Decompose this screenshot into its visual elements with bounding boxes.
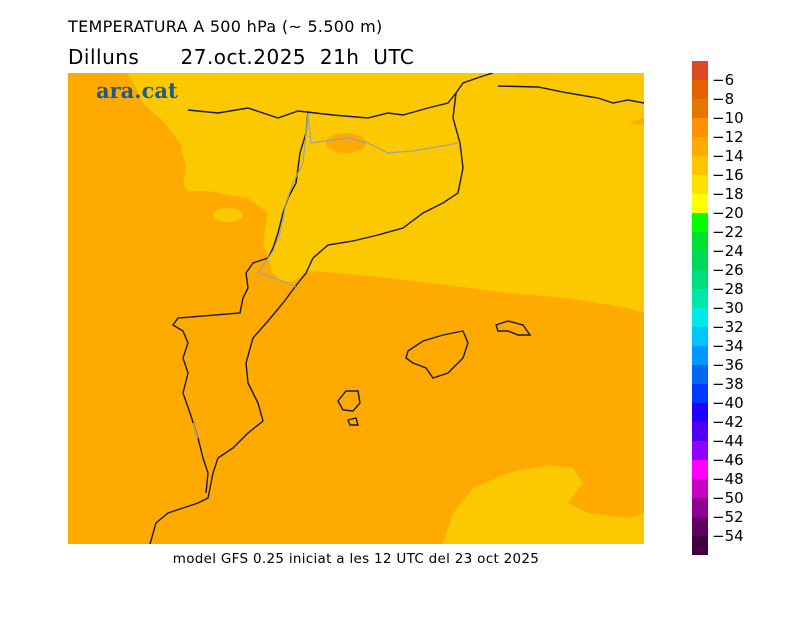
legend-label: −36 bbox=[712, 356, 744, 374]
legend-swatch bbox=[692, 175, 708, 194]
legend-swatch bbox=[692, 460, 708, 479]
yellow-region-south bbox=[443, 465, 644, 544]
yellow-region-north bbox=[128, 73, 644, 313]
legend-swatch bbox=[692, 479, 708, 498]
legend-label: −48 bbox=[712, 470, 744, 488]
legend-label: −28 bbox=[712, 280, 744, 298]
legend-swatch bbox=[692, 156, 708, 175]
legend-label: −38 bbox=[712, 375, 744, 393]
legend-swatch bbox=[692, 232, 708, 251]
legend-swatch bbox=[692, 536, 708, 555]
legend-swatch bbox=[692, 118, 708, 137]
legend-swatch bbox=[692, 99, 708, 118]
coastlines bbox=[149, 73, 644, 544]
borders bbox=[192, 112, 459, 439]
legend-label: −12 bbox=[712, 128, 744, 146]
legend-swatch bbox=[692, 498, 708, 517]
legend-swatch bbox=[692, 422, 708, 441]
legend-swatch bbox=[692, 308, 708, 327]
legend-swatch bbox=[692, 327, 708, 346]
legend-swatch bbox=[692, 194, 708, 213]
legend-label: −30 bbox=[712, 299, 744, 317]
legend-label: −46 bbox=[712, 451, 744, 469]
legend-label: −16 bbox=[712, 166, 744, 184]
legend-swatch bbox=[692, 213, 708, 232]
legend-label: −40 bbox=[712, 394, 744, 412]
legend-swatch bbox=[692, 384, 708, 403]
date-time: 27.oct.2025 21h UTC bbox=[180, 45, 415, 69]
legend-label: −14 bbox=[712, 147, 744, 165]
legend-label: −44 bbox=[712, 432, 744, 450]
orange-patch bbox=[326, 133, 366, 153]
model-run-footer: model GFS 0.25 iniciat a les 12 UTC del … bbox=[172, 551, 540, 567]
legend-label: −22 bbox=[712, 223, 744, 241]
legend-swatch bbox=[692, 289, 708, 308]
legend-label: −42 bbox=[712, 413, 744, 431]
legend-label: −24 bbox=[712, 242, 744, 260]
legend-swatch bbox=[692, 365, 708, 384]
legend-swatch bbox=[692, 61, 708, 80]
ara-cat-logo: ara.cat bbox=[96, 78, 178, 103]
valid-datetime: Dilluns 27.oct.2025 21h UTC bbox=[68, 45, 414, 69]
legend-label: −26 bbox=[712, 261, 744, 279]
temperature-map bbox=[68, 73, 644, 544]
legend-label: −50 bbox=[712, 489, 744, 507]
legend-label: −34 bbox=[712, 337, 744, 355]
legend-swatch bbox=[692, 137, 708, 156]
legend-swatch bbox=[692, 517, 708, 536]
legend-label: −54 bbox=[712, 527, 744, 545]
legend-label: −20 bbox=[712, 204, 744, 222]
legend-label: −32 bbox=[712, 318, 744, 336]
legend-swatch bbox=[692, 251, 708, 270]
legend-swatch bbox=[692, 403, 708, 422]
yellow-spot bbox=[213, 208, 243, 222]
legend-label: −18 bbox=[712, 185, 744, 203]
weekday: Dilluns bbox=[68, 45, 140, 69]
legend-swatch bbox=[692, 80, 708, 99]
chart-title: TEMPERATURA A 500 hPa (~ 5.500 m) bbox=[68, 17, 383, 36]
legend-label: −10 bbox=[712, 109, 744, 127]
legend-label: −52 bbox=[712, 508, 744, 526]
color-legend bbox=[692, 61, 708, 555]
legend-swatch bbox=[692, 441, 708, 460]
legend-swatch bbox=[692, 270, 708, 289]
legend-swatch bbox=[692, 346, 708, 365]
legend-label: −8 bbox=[712, 90, 735, 108]
legend-label: −6 bbox=[712, 71, 735, 89]
